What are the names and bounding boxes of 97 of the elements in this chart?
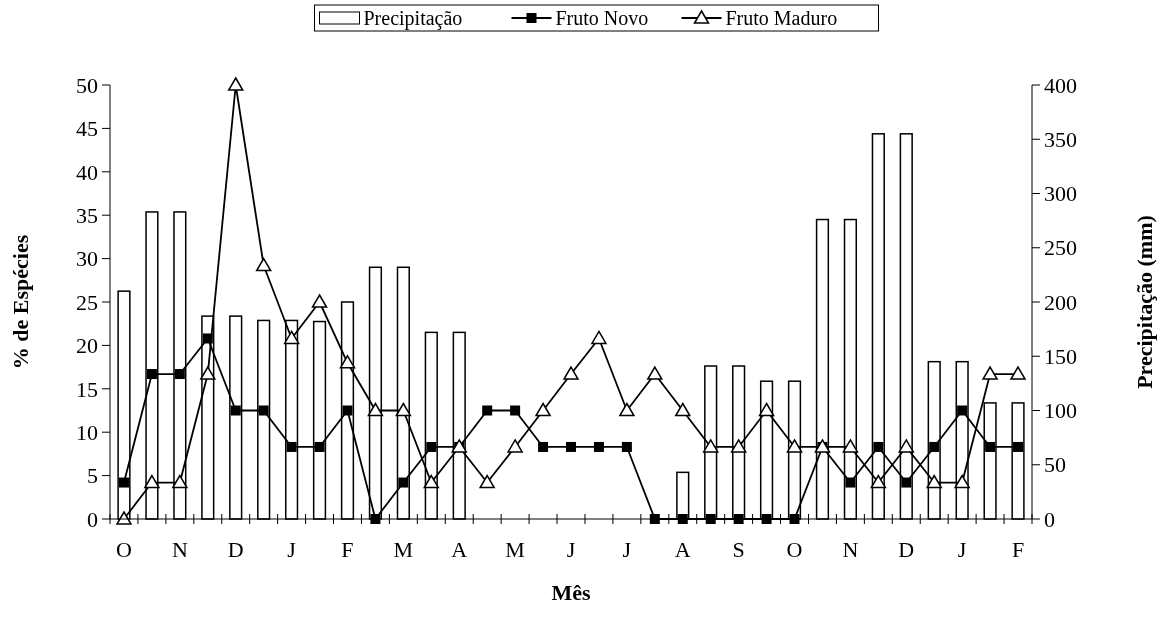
point — [230, 405, 241, 416]
y-tick-label: 5 — [87, 463, 98, 489]
point — [339, 355, 356, 369]
legend-label: Fruto Maduro — [725, 7, 838, 29]
x-tick-label: O — [116, 537, 132, 562]
point — [314, 441, 325, 452]
point — [482, 405, 493, 416]
point — [982, 366, 998, 380]
point — [172, 474, 188, 489]
point — [342, 405, 353, 416]
point — [758, 402, 775, 417]
point — [845, 477, 856, 488]
point — [619, 402, 635, 417]
y2-tick-label: 400 — [1044, 72, 1077, 98]
y-tick-label: 15 — [76, 376, 98, 402]
y2-tick-label: 350 — [1044, 126, 1077, 152]
point — [227, 77, 244, 91]
point — [146, 369, 157, 380]
y2-tick-label: 250 — [1044, 235, 1077, 261]
point — [258, 405, 269, 416]
x-tick-label: M — [505, 537, 525, 562]
point — [870, 474, 887, 489]
y-tick-label: 40 — [76, 159, 98, 185]
point — [255, 257, 272, 272]
x-tick-label: S — [732, 537, 745, 562]
y-tick-label: 25 — [76, 289, 98, 315]
point — [398, 477, 409, 488]
point — [507, 439, 523, 453]
x-tick-label: F — [341, 537, 354, 562]
point — [283, 330, 300, 345]
y-tick-label: 30 — [76, 246, 98, 272]
y-axis-title: % de Espécies — [8, 234, 33, 370]
point — [563, 366, 579, 380]
point — [591, 330, 607, 345]
point — [786, 439, 803, 453]
point — [510, 405, 521, 416]
x-tick-label: J — [622, 537, 632, 562]
point — [926, 474, 942, 489]
point — [395, 402, 412, 417]
point — [426, 441, 437, 452]
point — [730, 439, 747, 453]
point — [144, 474, 160, 489]
y2-axis-title: Precipitação (mm) — [1132, 215, 1157, 389]
y2-tick-label: 50 — [1044, 452, 1066, 478]
legend-label: Precipitação — [363, 7, 463, 30]
y2-tick-label: 0 — [1044, 506, 1055, 532]
y-tick-label: 45 — [76, 116, 98, 142]
x-tick-label: A — [451, 537, 468, 562]
x-tick-label: N — [842, 537, 859, 562]
point — [901, 477, 912, 488]
y-tick-label: 20 — [76, 333, 98, 359]
y2-tick-label: 150 — [1044, 343, 1077, 369]
point — [675, 402, 691, 417]
y2-tick-label: 100 — [1044, 398, 1077, 424]
point — [538, 441, 549, 452]
legend-label: Fruto Novo — [555, 7, 649, 29]
point — [535, 402, 551, 417]
point — [985, 441, 996, 452]
point — [200, 366, 216, 380]
point — [1013, 441, 1024, 452]
point — [954, 474, 970, 489]
y-tick-label: 35 — [76, 202, 98, 228]
x-axis-title: Mês — [551, 580, 591, 605]
x-tick-label: A — [674, 537, 691, 562]
point — [479, 474, 495, 489]
point — [118, 477, 129, 488]
x-tick-label: J — [957, 537, 967, 562]
y2-tick-label: 200 — [1044, 289, 1077, 315]
y-tick-label: 50 — [76, 72, 98, 98]
point — [702, 439, 719, 453]
x-tick-label: J — [287, 537, 297, 562]
point — [1010, 366, 1026, 380]
x-tick-label: D — [227, 537, 244, 562]
point — [116, 511, 132, 525]
x-tick-label: D — [898, 537, 915, 562]
x-tick-label: N — [171, 537, 188, 562]
point — [174, 369, 185, 380]
point — [367, 402, 384, 417]
point — [898, 439, 915, 453]
point — [593, 441, 604, 452]
point — [929, 441, 940, 452]
point — [621, 441, 632, 452]
point — [957, 405, 968, 416]
y2-tick-label: 300 — [1044, 181, 1077, 207]
y-tick-label: 0 — [87, 506, 98, 532]
point — [873, 441, 884, 452]
x-tick-label: M — [393, 537, 414, 562]
point — [286, 441, 297, 452]
point — [647, 366, 663, 380]
y-tick-label: 10 — [76, 419, 98, 445]
point — [423, 474, 440, 489]
x-tick-label: F — [1011, 537, 1025, 562]
x-tick-label: J — [566, 537, 576, 562]
point — [566, 441, 576, 452]
point — [311, 294, 328, 308]
point — [842, 439, 859, 453]
x-tick-label: O — [786, 537, 803, 562]
